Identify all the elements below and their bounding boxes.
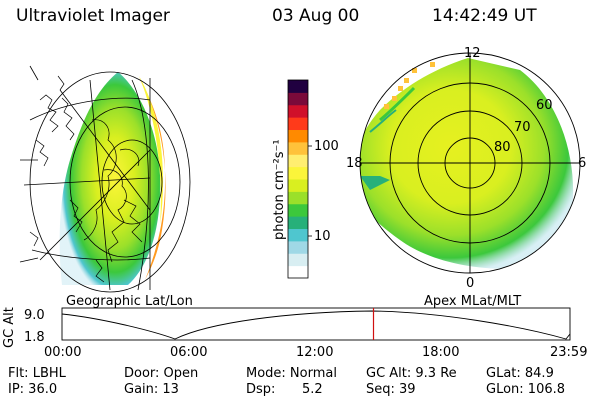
timeline-xtick-0000: 00:00	[44, 345, 82, 360]
info-door: Door: Open	[124, 366, 199, 381]
colorbar-tick-100: 100	[314, 139, 339, 154]
timeline-xtick-0600: 06:00	[170, 345, 208, 360]
mlt-label-6: 6	[578, 156, 587, 171]
instrument-title: Ultraviolet Imager	[16, 6, 170, 26]
time-label: 14:42:49 UT	[432, 6, 537, 26]
colorbar-segment	[288, 240, 308, 254]
info-gc-alt: GC Alt: 9.3 Re	[366, 366, 457, 381]
globe-grid	[23, 71, 191, 293]
info-glat: GLat: 84.9	[486, 366, 554, 381]
info-dsp-value: 5.2	[302, 382, 323, 397]
mlt-label-18: 18	[346, 156, 363, 171]
colorbar-tick-10: 10	[314, 229, 331, 244]
colorbar-segment	[288, 265, 308, 279]
info-seq: Seq: 39	[366, 382, 416, 397]
colorbar-segment	[288, 228, 308, 242]
colorbar-segment	[288, 216, 308, 230]
polar-caption: Apex MLat/MLT	[424, 294, 522, 309]
colorbar-segment	[288, 141, 308, 155]
colorbar-segment	[288, 203, 308, 217]
date-label: 03 Aug 00	[272, 6, 360, 26]
colorbar-segment	[288, 80, 308, 93]
timeline-ytick-9: 9.0	[24, 308, 45, 323]
altitude-curve	[61, 310, 571, 340]
info-glon: GLon: 106.8	[486, 382, 566, 397]
colorbar-segment	[288, 129, 308, 143]
timeline-xtick-2359: 23:59	[550, 345, 588, 360]
timeline-ytick-1-8: 1.8	[24, 330, 45, 345]
colorbar-segment	[288, 117, 308, 131]
colorbar-segment	[288, 166, 308, 180]
lat-label-80: 80	[494, 140, 511, 155]
colorbar-segment	[288, 104, 308, 118]
mlt-label-12: 12	[464, 46, 481, 61]
timeline-xtick-1200: 12:00	[296, 345, 334, 360]
colorbar-segment	[288, 92, 308, 106]
lat-label-60: 60	[536, 98, 553, 113]
info-mode: Mode: Normal	[246, 366, 337, 381]
mlt-label-0: 0	[466, 276, 475, 291]
polar-grid	[359, 52, 581, 274]
coastlines	[29, 75, 143, 283]
info-ip: IP: 36.0	[8, 382, 58, 397]
colorbar-segment	[288, 191, 308, 205]
colorbar-segment	[288, 154, 308, 168]
geographic-caption: Geographic Lat/Lon	[66, 294, 193, 309]
aurora-blob-left	[59, 72, 166, 285]
info-dsp-label: Dsp:	[246, 382, 276, 397]
info-flt: Flt: LBHL	[8, 366, 66, 381]
info-gain: Gain: 13	[124, 382, 179, 397]
colorbar-segment	[288, 253, 308, 267]
colorbar-segment	[288, 179, 308, 192]
lat-label-70: 70	[514, 120, 531, 135]
polar-hotspots	[384, 62, 435, 109]
timeline-xtick-1800: 18:00	[422, 345, 460, 360]
